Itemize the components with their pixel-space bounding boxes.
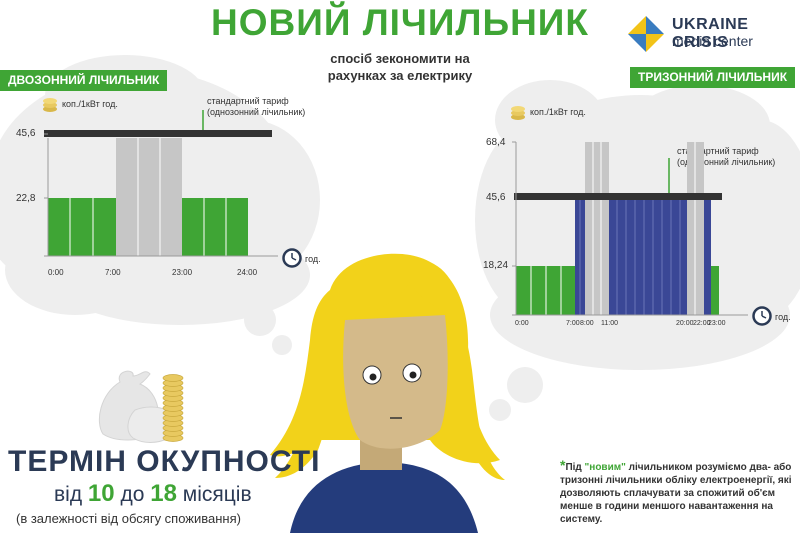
three-zone-peak-bar-1 bbox=[585, 142, 609, 315]
three-zone-x-tick-2: 7:00 bbox=[566, 320, 580, 327]
face bbox=[343, 315, 448, 449]
three-zone-standard-tariff-line2: (однозонний лічильник) bbox=[677, 157, 776, 167]
clock-icon bbox=[282, 248, 302, 268]
ukraine-crisis-logo-icon bbox=[628, 16, 664, 52]
payback-to-word: до bbox=[120, 483, 145, 506]
two-zone-x-tick-3: 23:00 bbox=[172, 268, 193, 277]
three-zone-unit-label: коп./1кВт год. bbox=[530, 107, 586, 117]
shirt bbox=[290, 462, 478, 533]
three-zone-standard-tariff-bar bbox=[514, 193, 722, 200]
two-zone-x-axis-label: год. bbox=[305, 254, 321, 264]
footnote-highlight: "новим" bbox=[584, 462, 626, 473]
three-zone-x-tick-6: 22:00 bbox=[693, 320, 711, 327]
payback-note: (в залежності від обсягу споживання) bbox=[16, 511, 241, 526]
two-zone-x-tick-4: 24:00 bbox=[237, 268, 258, 277]
payback-from-value: 10 bbox=[87, 480, 115, 507]
two-zone-day-bar bbox=[116, 138, 182, 256]
page-subtitle: спосіб зекономити на рахунках за електри… bbox=[300, 50, 500, 84]
payback-unit-word: місяців bbox=[182, 483, 252, 506]
subtitle-line-2: рахунках за електрику bbox=[327, 68, 473, 83]
hair-right bbox=[450, 310, 505, 480]
footnote-star: * bbox=[560, 457, 566, 473]
two-zone-y-tick-2: 22,8 bbox=[16, 193, 36, 204]
three-zone-x-tick-7: 23:00 bbox=[708, 320, 726, 327]
coin-stack-icon bbox=[511, 106, 525, 120]
two-zone-standard-tariff-line1: стандартний тариф bbox=[207, 96, 289, 106]
footnote-part1: Під bbox=[565, 462, 585, 473]
three-zone-night-bar-2 bbox=[711, 266, 719, 315]
payback-title: ТЕРМІН ОКУПНОСТІ bbox=[8, 445, 321, 478]
logo-text-line1: UKRAINE CRISIS bbox=[672, 16, 749, 51]
three-zone-x-tick-1: 0:00 bbox=[515, 320, 529, 327]
payback-to-value: 18 bbox=[150, 480, 177, 507]
two-zone-x-tick-2: 7:00 bbox=[105, 268, 121, 277]
three-zone-halfpeak-bar-2 bbox=[609, 200, 687, 315]
payback-range: від 10 до 18 місяців bbox=[54, 480, 252, 508]
two-zone-banner: ДВОЗОННИЙ ЛІЧИЛЬНИК bbox=[0, 70, 168, 91]
three-zone-standard-tariff-line1: стандартний тариф bbox=[677, 146, 759, 156]
two-zone-x-tick-1: 0:00 bbox=[48, 268, 64, 277]
three-zone-y-tick-2: 45,6 bbox=[486, 192, 506, 203]
clock-icon bbox=[752, 306, 772, 326]
coin-stack-icon bbox=[43, 98, 57, 112]
subtitle-line-1: спосіб зекономити на bbox=[330, 51, 470, 66]
three-zone-x-axis-label: год. bbox=[775, 312, 791, 322]
two-zone-night-bar-1 bbox=[48, 198, 116, 256]
footnote-part2: лічильником розуміємо два- або тризонні … bbox=[560, 462, 792, 525]
three-zone-x-tick-4: 11:00 bbox=[601, 320, 618, 327]
three-zone-y-tick-1: 68,4 bbox=[486, 137, 506, 148]
two-zone-night-bar-2 bbox=[182, 198, 248, 256]
three-zone-banner: ТРИЗОННИЙ ЛІЧИЛЬНИК bbox=[630, 67, 796, 88]
three-zone-x-tick-5: 20:00 bbox=[676, 320, 694, 327]
hair-left bbox=[275, 319, 345, 478]
two-zone-y-tick-1: 45,6 bbox=[16, 128, 36, 139]
two-zone-standard-tariff-bar bbox=[44, 130, 272, 137]
footnote: *Під "новим" лічильником розуміємо два- … bbox=[560, 457, 792, 526]
two-zone-standard-tariff-line2: (однозонний лічильник) bbox=[207, 107, 306, 117]
three-zone-halfpeak-bar-3 bbox=[704, 200, 711, 315]
page-title: НОВИЙ ЛІЧИЛЬНИК bbox=[211, 2, 589, 43]
two-zone-unit-label: коп./1кВт год. bbox=[62, 99, 118, 109]
payback-from-word: від bbox=[54, 483, 83, 506]
three-zone-x-tick-3: 8:00 bbox=[580, 320, 594, 327]
three-zone-y-tick-3: 18,24 bbox=[483, 260, 509, 271]
bangs bbox=[330, 257, 459, 320]
money-bags-icon bbox=[98, 370, 184, 443]
logo-text-line2: media center bbox=[672, 33, 753, 49]
